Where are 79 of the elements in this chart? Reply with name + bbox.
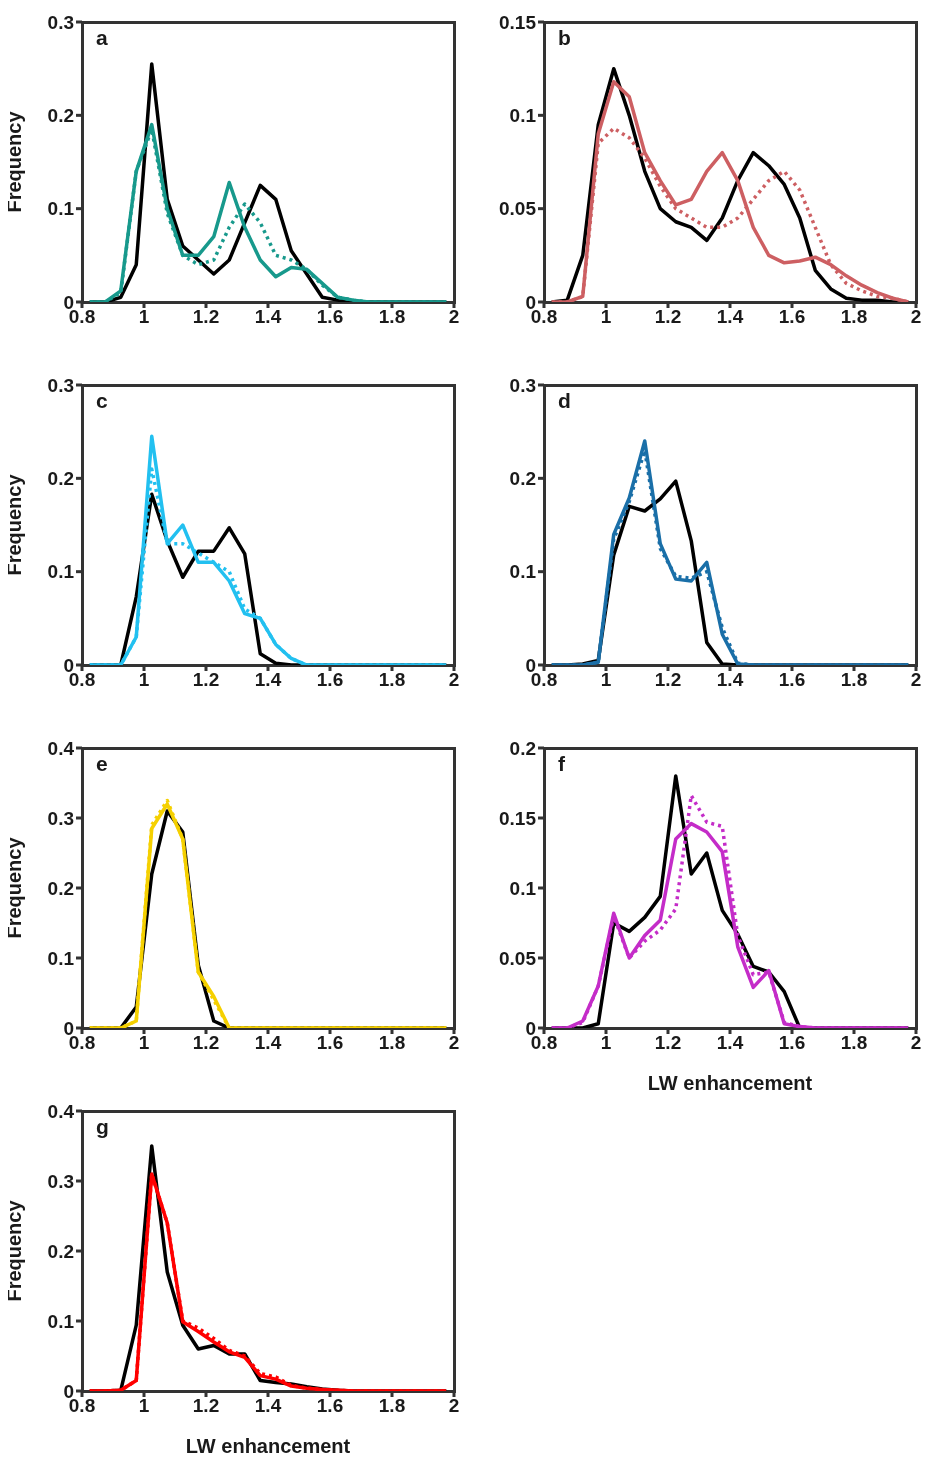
chart-title: f bbox=[558, 752, 565, 776]
x-tick-label: 1 bbox=[138, 1032, 150, 1054]
y-axis-title: Frequency bbox=[3, 110, 26, 213]
x-tick-label: 2 bbox=[910, 306, 922, 328]
y-tick-label: 0.1 bbox=[509, 561, 537, 583]
x-tick-label: 1 bbox=[600, 1032, 612, 1054]
y-tick-label: 0.3 bbox=[47, 807, 74, 829]
y-axis-title: Frequency bbox=[3, 836, 26, 939]
x-tick-label: 1.8 bbox=[840, 1032, 868, 1054]
y-tick-label: 0.1 bbox=[47, 198, 75, 220]
y-tick-label: 0.4 bbox=[47, 737, 75, 759]
x-tick-label: 1 bbox=[138, 1395, 150, 1417]
y-tick-label: 0.1 bbox=[47, 1310, 75, 1332]
x-tick-label: 2 bbox=[448, 1032, 460, 1054]
x-tick-label: 2 bbox=[448, 1395, 460, 1417]
x-tick-label: 1.6 bbox=[316, 1032, 344, 1054]
chart-title: e bbox=[96, 752, 108, 776]
x-tick-label: 1.2 bbox=[654, 1032, 682, 1054]
y-tick-label: 0.05 bbox=[499, 947, 537, 969]
x-tick-label: 1.6 bbox=[316, 306, 344, 328]
x-tick-label: 1.6 bbox=[778, 669, 806, 691]
x-tick-label: 1.6 bbox=[316, 669, 344, 691]
y-tick-label: 0.3 bbox=[47, 11, 74, 33]
chart-title: d bbox=[558, 389, 571, 413]
y-tick-label: 0.2 bbox=[47, 468, 74, 490]
y-tick-label: 0.4 bbox=[47, 1100, 75, 1122]
x-tick-label: 1.6 bbox=[778, 306, 806, 328]
x-tick-label: 1 bbox=[600, 669, 612, 691]
chart-title: c bbox=[96, 389, 108, 413]
x-tick-label: 1.4 bbox=[254, 669, 282, 691]
y-tick-label: 0.05 bbox=[499, 198, 537, 220]
x-tick-label: 1.8 bbox=[840, 669, 868, 691]
y-axis-title: Frequency bbox=[3, 473, 26, 576]
x-tick-label: 1.8 bbox=[378, 306, 406, 328]
x-tick-label: 1.4 bbox=[716, 306, 744, 328]
x-tick-label: 2 bbox=[910, 669, 922, 691]
x-axis-title: LW enhancement bbox=[185, 1435, 351, 1457]
y-tick-label: 0.2 bbox=[509, 737, 536, 759]
x-tick-label: 1.2 bbox=[654, 306, 682, 328]
x-tick-label: 1.6 bbox=[778, 1032, 806, 1054]
x-tick-label: 1.4 bbox=[254, 1395, 282, 1417]
x-tick-label: 1.2 bbox=[192, 1395, 220, 1417]
x-axis-title: LW enhancement bbox=[647, 1072, 813, 1094]
chart-title: a bbox=[96, 26, 108, 50]
y-tick-label: 0.3 bbox=[509, 374, 536, 396]
y-tick-label: 0.2 bbox=[47, 1240, 74, 1262]
y-tick-label: 0.2 bbox=[47, 105, 74, 127]
x-tick-label: 2 bbox=[448, 306, 460, 328]
y-tick-label: 0.1 bbox=[509, 877, 537, 899]
y-tick-label: 0.1 bbox=[509, 105, 537, 127]
y-tick-label: 0.2 bbox=[47, 877, 74, 899]
x-tick-label: 1.2 bbox=[192, 1032, 220, 1054]
x-tick-label: 1 bbox=[600, 306, 612, 328]
y-tick-label: 0.1 bbox=[47, 947, 75, 969]
y-tick-label: 0.3 bbox=[47, 374, 74, 396]
x-tick-label: 1.4 bbox=[254, 306, 282, 328]
y-tick-label: 0.3 bbox=[47, 1170, 74, 1192]
x-tick-label: 2 bbox=[448, 669, 460, 691]
x-tick-label: 1.2 bbox=[654, 669, 682, 691]
x-tick-label: 1 bbox=[138, 669, 150, 691]
x-tick-label: 2 bbox=[910, 1032, 922, 1054]
y-axis-title: Frequency bbox=[3, 1199, 26, 1302]
x-tick-label: 1.8 bbox=[840, 306, 868, 328]
y-tick-label: 0.15 bbox=[499, 807, 537, 829]
x-tick-label: 1 bbox=[138, 306, 150, 328]
chart-title: g bbox=[96, 1115, 109, 1139]
y-tick-label: 0.1 bbox=[47, 561, 75, 583]
x-tick-label: 1.4 bbox=[716, 1032, 744, 1054]
y-tick-label: 0.2 bbox=[509, 468, 536, 490]
x-tick-label: 1.4 bbox=[254, 1032, 282, 1054]
x-tick-label: 1.4 bbox=[716, 669, 744, 691]
chart-title: b bbox=[558, 26, 571, 50]
x-tick-label: 1.2 bbox=[192, 669, 220, 691]
x-tick-label: 1.6 bbox=[316, 1395, 344, 1417]
x-tick-label: 1.8 bbox=[378, 1032, 406, 1054]
x-tick-label: 1.8 bbox=[378, 669, 406, 691]
y-tick-label: 0.15 bbox=[499, 11, 537, 33]
x-tick-label: 1.2 bbox=[192, 306, 220, 328]
x-tick-label: 1.8 bbox=[378, 1395, 406, 1417]
